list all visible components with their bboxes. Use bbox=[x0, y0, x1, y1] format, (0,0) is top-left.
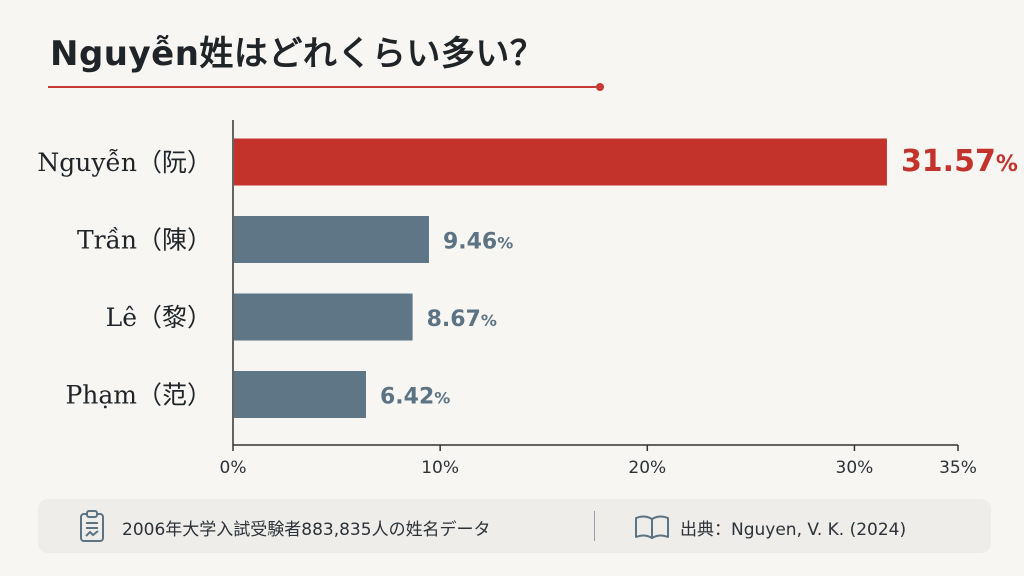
title-underline bbox=[48, 86, 600, 88]
value-label: 9.46% bbox=[443, 230, 513, 255]
category-label: Phạm（范） bbox=[65, 381, 212, 410]
x-tick-label: 35% bbox=[939, 458, 977, 478]
bar bbox=[234, 371, 366, 418]
footer-panel: 2006年大学入試受験者883,835人の姓名データ 出典：Nguyen, V.… bbox=[38, 499, 991, 553]
value-label: 8.67% bbox=[427, 307, 497, 332]
bar bbox=[234, 138, 887, 186]
category-label: Nguyễn（阮） bbox=[37, 148, 212, 177]
bar bbox=[234, 216, 429, 263]
x-tick-label: 20% bbox=[628, 458, 666, 478]
category-label: Trần（陳） bbox=[77, 226, 212, 255]
footer-source: 出典：Nguyen, V. K. (2024) bbox=[680, 520, 907, 540]
bar-chart: 0% 10% 20% 30% 35% Nguyễn（阮） 31.57% Trần（陳） 9.46… bbox=[37, 120, 1018, 478]
footer-note: 2006年大学入試受験者883,835人の姓名データ bbox=[122, 520, 491, 540]
clipboard-icon bbox=[78, 509, 106, 547]
category-label: Lê（黎） bbox=[106, 303, 212, 332]
title-underline-dot bbox=[596, 83, 604, 91]
chart-title: Nguyễn姓はどれくらい多い？ bbox=[50, 34, 545, 74]
bar bbox=[234, 293, 413, 341]
x-tick-label: 0% bbox=[220, 458, 247, 478]
x-tick-label: 30% bbox=[836, 458, 874, 478]
book-icon bbox=[634, 514, 670, 544]
value-label: 31.57% bbox=[901, 144, 1018, 179]
x-tick-label: 10% bbox=[421, 458, 459, 478]
value-label: 6.42% bbox=[380, 385, 450, 410]
footer-divider bbox=[594, 511, 595, 541]
